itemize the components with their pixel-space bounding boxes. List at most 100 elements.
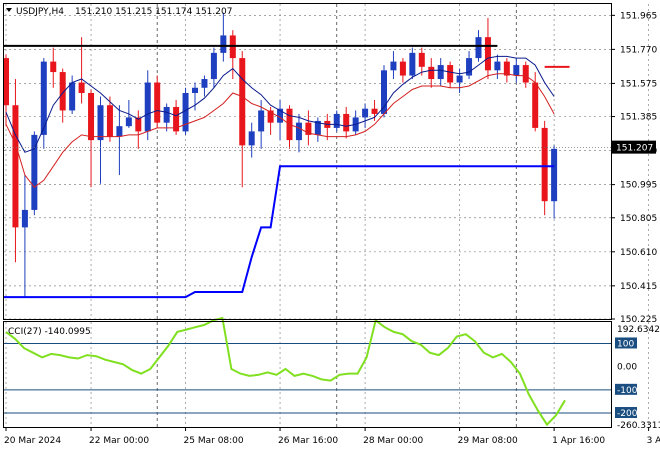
main-pane-frame xyxy=(3,3,612,320)
cci-line xyxy=(5,316,566,427)
current-price-marker xyxy=(612,140,656,154)
cci-tick-label: -200 xyxy=(617,409,638,419)
cci-label: CCI(27) -140.0995 xyxy=(8,327,91,337)
main-grid xyxy=(4,4,649,427)
cci-level-badge xyxy=(615,407,637,419)
cci-tick-label: 192.6342 xyxy=(617,325,660,335)
candle-body xyxy=(522,65,529,83)
candle-body xyxy=(12,105,19,228)
candle-body xyxy=(220,35,227,53)
candle-body xyxy=(3,58,9,106)
candle-body xyxy=(277,108,284,123)
time-tick-label: 25 Mar 08:00 xyxy=(184,436,244,446)
time-tick-label: 29 Mar 08:00 xyxy=(458,436,518,446)
price-tick-label: 151.770 xyxy=(620,45,657,55)
price-tick-label: 150.610 xyxy=(620,248,657,258)
candle-body xyxy=(513,65,520,76)
candle-body xyxy=(494,61,501,71)
cci-level-badge xyxy=(615,383,637,395)
time-tick-label: 1 Apr 16:00 xyxy=(552,436,605,446)
candle-body xyxy=(210,52,217,80)
cci-tick-label: -100 xyxy=(617,386,638,396)
trailing-stop-line xyxy=(4,165,555,299)
candle-body xyxy=(551,148,558,202)
candle-body xyxy=(106,105,113,137)
candle-body xyxy=(456,75,463,83)
candle-body xyxy=(50,61,57,73)
candle-body xyxy=(69,82,76,111)
candle-body xyxy=(343,113,350,132)
candle-body xyxy=(125,117,132,127)
price-tick-label: 151.575 xyxy=(620,79,657,89)
candle-body xyxy=(163,106,170,123)
candle-body xyxy=(466,58,473,76)
price-tick-label: 150.225 xyxy=(620,315,657,325)
candle-body xyxy=(267,110,274,123)
collapse-triangle-icon[interactable] xyxy=(6,8,12,12)
candle-body xyxy=(201,79,208,88)
candle-body xyxy=(484,37,491,71)
candle-body xyxy=(173,106,180,132)
candle-body xyxy=(475,37,482,59)
candle-body xyxy=(144,82,151,132)
candle-body xyxy=(295,122,302,141)
cci-level-badge xyxy=(615,337,637,349)
candle-body xyxy=(399,61,406,76)
candle-body xyxy=(381,70,387,114)
candle-body xyxy=(135,117,142,132)
candle-body xyxy=(192,87,198,94)
candle-body xyxy=(371,108,378,114)
candle-body xyxy=(78,82,85,94)
price-tick-label: 151.385 xyxy=(620,113,657,123)
candle-body xyxy=(40,61,47,135)
ohlc-label: 151.210 151.215 151.174 151.207 xyxy=(75,7,232,17)
candle-body xyxy=(428,66,435,80)
price-tick-label: 150.415 xyxy=(620,282,657,292)
candle-body xyxy=(258,110,265,132)
price-tick-label: 150.995 xyxy=(620,181,657,191)
candle-body xyxy=(182,93,189,132)
candle-body xyxy=(503,61,510,76)
cci-tick-label: 100 xyxy=(617,339,634,349)
candle-body xyxy=(248,131,255,146)
candle-body xyxy=(116,126,123,137)
candle-body xyxy=(314,120,321,135)
candle-body xyxy=(447,65,454,83)
symbol-label: USDJPY,H4 xyxy=(16,7,64,17)
candle-body xyxy=(31,134,38,210)
candles xyxy=(3,12,558,298)
time-tick-label: 26 Mar 16:00 xyxy=(278,436,338,446)
candle-body xyxy=(88,93,95,141)
indicator-lines xyxy=(4,44,611,299)
candle-body xyxy=(409,52,416,76)
candle-body xyxy=(437,65,444,80)
cci-tick-label: -260.3311 xyxy=(617,421,660,431)
candle-body xyxy=(59,72,66,111)
price-tick-label: 151.965 xyxy=(620,11,657,21)
candle-body xyxy=(418,52,425,67)
candle-body xyxy=(239,58,246,146)
fast-ma-line xyxy=(5,55,555,153)
candle-body xyxy=(532,82,539,128)
candle-body xyxy=(154,82,161,123)
axes: 151.965151.770151.575151.385151.190150.9… xyxy=(4,11,660,446)
time-tick-label: 20 Mar 2024 xyxy=(4,436,61,446)
time-tick-label: 28 Mar 00:00 xyxy=(363,436,423,446)
cci-indicator xyxy=(4,316,611,427)
candle-body xyxy=(541,127,548,202)
price-tick-label: 150.805 xyxy=(620,214,657,224)
candle-body xyxy=(390,61,397,71)
candle-body xyxy=(305,122,312,135)
candle-body xyxy=(97,105,104,141)
candle-body xyxy=(333,113,340,128)
current-price-label: 151.207 xyxy=(616,144,653,154)
cci-tick-label: 0.00 xyxy=(617,363,637,373)
slow-ma-line xyxy=(5,73,555,188)
cci-pane-frame xyxy=(3,321,612,428)
candle-body xyxy=(21,209,28,228)
time-tick-label: 22 Mar 00:00 xyxy=(89,436,149,446)
candle-body xyxy=(362,108,369,118)
time-tick-label: 3 Apr 00:00 xyxy=(647,436,660,446)
